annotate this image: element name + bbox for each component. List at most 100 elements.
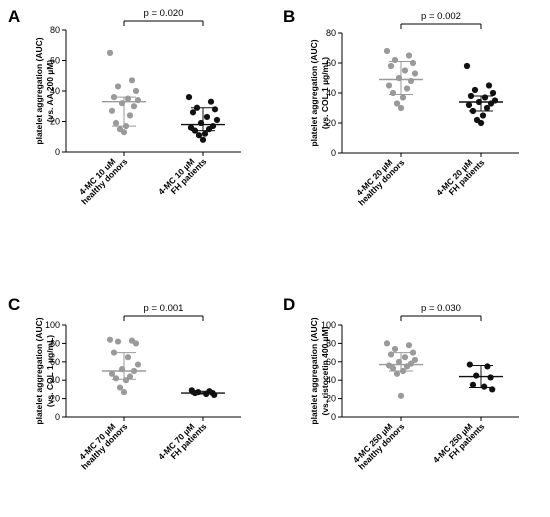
panel-letter: B: [283, 7, 295, 26]
y-tick-label: 40: [326, 375, 336, 385]
y-tick-label: 60: [50, 56, 60, 66]
data-point: [203, 113, 211, 121]
data-point: [199, 136, 207, 143]
p-value-label: p = 0.030: [421, 303, 461, 314]
significance-bracket: p = 0.030: [400, 303, 482, 321]
data-point: [207, 98, 215, 105]
data-point: [481, 94, 489, 101]
y-tick-label: 60: [326, 58, 336, 68]
data-point: [485, 82, 493, 89]
data-point: [114, 338, 122, 345]
data-point: [489, 89, 497, 97]
data-point: [120, 129, 128, 136]
data-point: [391, 345, 399, 353]
y-axis-label-line2: (vs. AA 200 µM): [45, 60, 55, 123]
y-axis-label: platelet aggregation (AUC): [309, 39, 319, 146]
y-tick-label: 20: [50, 394, 60, 404]
y-axis-label: platelet aggregation (AUC): [309, 317, 319, 424]
data-point: [405, 52, 413, 59]
data-point: [130, 103, 138, 110]
y-tick-label: 80: [326, 338, 336, 348]
y-tick-label: 100: [45, 320, 60, 330]
y-tick-label: 0: [331, 148, 336, 158]
data-point: [479, 112, 487, 119]
data-point: [106, 49, 114, 56]
data-point: [112, 375, 120, 382]
y-axis-label: platelet aggregation (AUC): [34, 37, 44, 144]
data-point: [106, 336, 114, 343]
y-tick-label: 80: [326, 28, 336, 38]
data-point: [201, 130, 209, 137]
data-point: [126, 373, 134, 380]
p-value-label: p = 0.020: [144, 8, 184, 19]
data-point: [189, 109, 197, 116]
data-point: [471, 86, 479, 94]
data-point: [466, 361, 473, 368]
y-tick-label: 0: [55, 147, 60, 157]
data-point: [411, 70, 419, 77]
significance-bracket: p = 0.002: [400, 11, 482, 29]
y-tick-label: 100: [321, 320, 336, 330]
data-point: [397, 104, 405, 112]
y-axis-label-line2: (vs. ristocetin 400 µM): [320, 326, 330, 415]
data-point: [126, 112, 134, 119]
data-point: [389, 365, 397, 372]
data-point: [108, 107, 116, 114]
significance-bracket: p = 0.001: [123, 303, 204, 321]
data-point: [389, 89, 397, 97]
data-point: [387, 62, 395, 70]
p-value-label: p = 0.001: [144, 303, 184, 314]
data-point: [409, 59, 417, 67]
y-tick-label: 60: [50, 357, 60, 367]
data-point: [481, 383, 488, 390]
data-point: [483, 104, 491, 112]
y-axis-label: platelet aggregation (AUC): [34, 317, 44, 424]
y-tick-label: 80: [50, 338, 60, 348]
data-point: [469, 381, 477, 388]
y-tick-label: 80: [50, 25, 60, 35]
data-point: [134, 361, 142, 368]
p-value-label: p = 0.002: [421, 11, 461, 22]
data-point: [383, 47, 391, 55]
data-point: [391, 56, 399, 64]
data-point: [132, 340, 140, 347]
y-axis-label-line2: (vs. COL 1 µg/mL): [320, 57, 330, 129]
y-tick-label: 20: [326, 394, 336, 404]
data-point: [463, 62, 471, 70]
data-point: [397, 392, 405, 399]
data-point: [385, 82, 393, 89]
data-point: [473, 372, 480, 379]
y-tick-label: 60: [326, 357, 336, 367]
data-point: [405, 342, 413, 349]
panel-letter: D: [283, 295, 295, 314]
y-axis-label-line2: (vs. COL 1 µg/mL): [45, 335, 55, 407]
data-point: [132, 87, 140, 95]
data-point: [114, 83, 122, 90]
data-point: [477, 119, 485, 127]
data-point: [120, 389, 128, 396]
data-point: [185, 94, 193, 101]
data-point: [401, 354, 409, 361]
significance-bracket: p = 0.020: [123, 8, 204, 26]
y-tick-label: 20: [50, 117, 60, 127]
y-tick-label: 40: [50, 375, 60, 385]
data-point: [124, 95, 132, 102]
data-point: [213, 116, 221, 124]
data-point: [399, 94, 407, 101]
data-point: [112, 119, 120, 127]
panel-letter: A: [8, 7, 20, 26]
y-tick-label: 20: [326, 118, 336, 128]
y-tick-label: 40: [326, 88, 336, 98]
data-point: [383, 340, 391, 347]
